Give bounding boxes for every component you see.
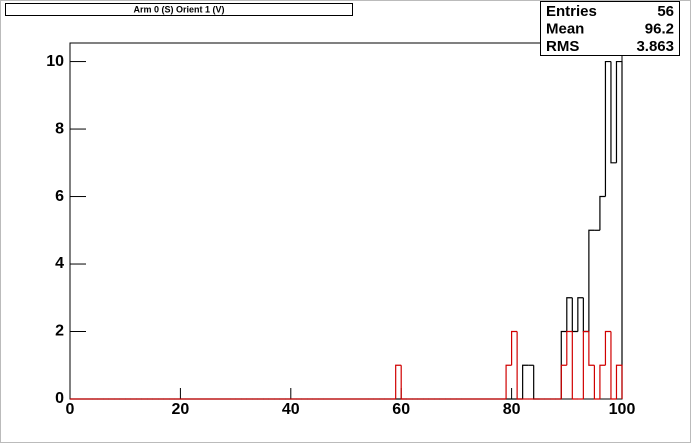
histogram-bin bbox=[604, 60, 611, 197]
x-tick-label: 40 bbox=[282, 401, 300, 418]
x-tick-label: 100 bbox=[609, 401, 636, 418]
x-tick-label: 20 bbox=[172, 401, 190, 418]
histogram-bin bbox=[400, 365, 407, 400]
histogram-bin bbox=[571, 331, 578, 400]
stat-label: Mean bbox=[546, 20, 584, 37]
histogram-bin bbox=[577, 297, 584, 332]
y-tick-label: 2 bbox=[55, 323, 64, 340]
stat-value: 96.2 bbox=[645, 20, 674, 37]
histogram-bin bbox=[599, 364, 606, 399]
histogram-bin bbox=[582, 330, 589, 399]
x-tick-label: 80 bbox=[503, 401, 521, 418]
histogram-bin bbox=[505, 364, 512, 399]
chart-title: Arm 0 (S) Orient 1 (V) bbox=[133, 4, 224, 14]
histogram-bin bbox=[588, 331, 595, 366]
stats-box bbox=[540, 1, 680, 56]
histogram-bin bbox=[566, 297, 573, 332]
histogram-bin bbox=[522, 364, 529, 399]
histogram-bin bbox=[604, 330, 611, 366]
histogram-bin bbox=[610, 331, 617, 400]
histogram-bin bbox=[588, 229, 595, 332]
histogram-bin bbox=[395, 364, 402, 399]
stat-value: 56 bbox=[657, 3, 674, 20]
histogram-bin bbox=[560, 364, 567, 399]
histogram-bin bbox=[566, 330, 573, 366]
histogram-bin bbox=[610, 61, 617, 164]
x-tick-label: 60 bbox=[392, 401, 410, 418]
y-tick-label: 0 bbox=[55, 390, 64, 407]
histogram-bin bbox=[511, 330, 518, 366]
histogram-bin bbox=[615, 364, 623, 399]
histogram-bin bbox=[516, 331, 523, 400]
y-tick-label: 6 bbox=[55, 188, 64, 205]
y-tick-label: 8 bbox=[55, 120, 64, 137]
histogram-bin bbox=[615, 60, 623, 399]
stat-label: RMS bbox=[546, 38, 579, 55]
title-box bbox=[5, 3, 353, 16]
stat-label: Entries bbox=[546, 3, 597, 20]
stat-value: 3.863 bbox=[636, 38, 674, 55]
histogram-bin bbox=[599, 195, 606, 231]
x-tick-label: 0 bbox=[66, 401, 75, 418]
y-tick-label: 4 bbox=[55, 255, 64, 272]
y-tick-label: 10 bbox=[46, 53, 64, 70]
histogram-bin bbox=[593, 365, 600, 400]
